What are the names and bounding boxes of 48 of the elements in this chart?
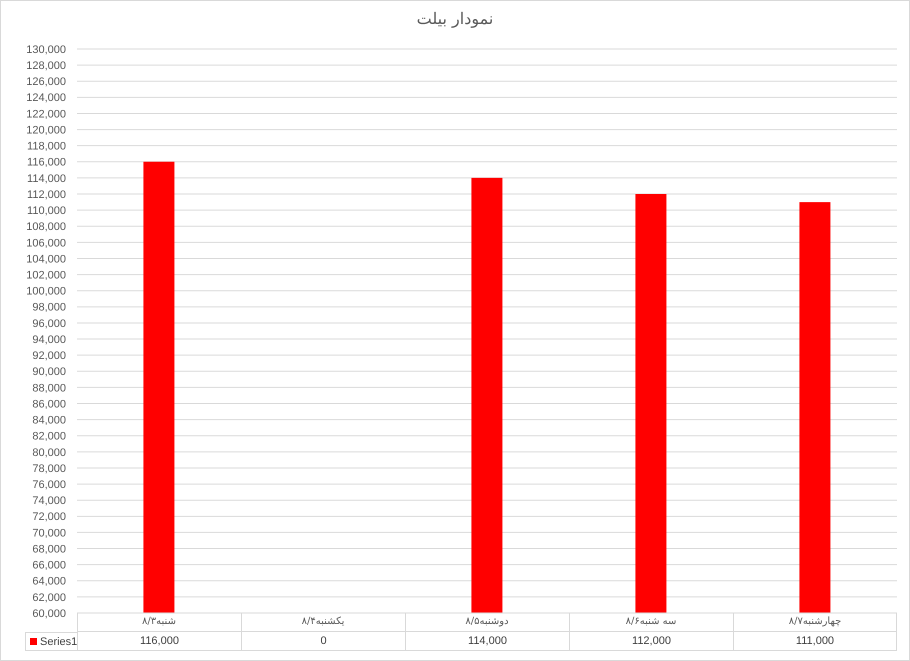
y-tick-label: 70,000 [32,527,66,540]
y-tick-label: 96,000 [32,318,66,330]
x-tick-label: یکشنبه۸/۴ [302,616,345,628]
y-tick-label: 86,000 [32,398,66,410]
data-label: 111,000 [733,632,897,651]
y-tick-label: 118,000 [27,140,66,153]
y-tick-label: 60,000 [32,608,66,620]
y-tick-label: 68,000 [32,543,66,556]
y-tick-label: 100,000 [26,286,66,298]
y-tick-label: 122,000 [26,108,66,120]
y-tick-label: 94,000 [32,334,66,346]
y-tick-label: 104,000 [26,253,66,266]
y-tick-label: 114,000 [27,172,66,185]
data-label: 112,000 [569,632,733,651]
y-tick-label: 82,000 [32,430,66,443]
y-tick-label: 74,000 [32,495,66,508]
y-tick-label: 92,000 [32,350,66,362]
y-tick-label: 108,000 [26,221,66,234]
x-tick-label: شنبه۸/۳ [142,616,176,628]
legend-label: Series1 [40,636,78,648]
chart-title: نمودار بیلت [416,9,494,28]
y-tick-label: 102,000 [26,270,66,282]
y-tick-label: 126,000 [26,76,66,88]
data-label: 116,000 [77,632,241,651]
y-tick-label: 76,000 [32,478,66,491]
y-tick-label: 130,000 [26,44,66,56]
data-label: 114,000 [405,632,569,651]
y-tick-label: 110,000 [27,205,66,218]
y-tick-label: 120,000 [26,124,66,136]
y-tick-label: 72,000 [32,511,66,524]
x-tick-label: چهارشنبه۸/۷ [788,616,842,628]
x-tick-label: دوشنبه۸/۵ [465,616,509,628]
y-tick-label: 128,000 [26,60,66,72]
x-tick-label: سه شنبه۸/۶ [626,616,676,628]
y-tick-label: 80,000 [32,446,66,459]
y-tick-label: 106,000 [26,237,66,250]
y-tick-label: 64,000 [32,576,66,588]
y-tick-label: 112,000 [27,188,66,201]
text: 0 [320,635,327,647]
y-tick-label: 66,000 [32,560,66,572]
y-tick-label: 124,000 [26,92,66,104]
y-tick-label: 84,000 [32,414,66,427]
y-tick-label: 116,000 [27,156,66,169]
y-tick-label: 98,000 [32,302,66,314]
y-tick-label: 78,000 [32,462,66,475]
y-tick-label: 62,000 [32,592,66,604]
y-tick-label: 90,000 [32,366,66,378]
y-tick-label: 88,000 [32,382,66,394]
